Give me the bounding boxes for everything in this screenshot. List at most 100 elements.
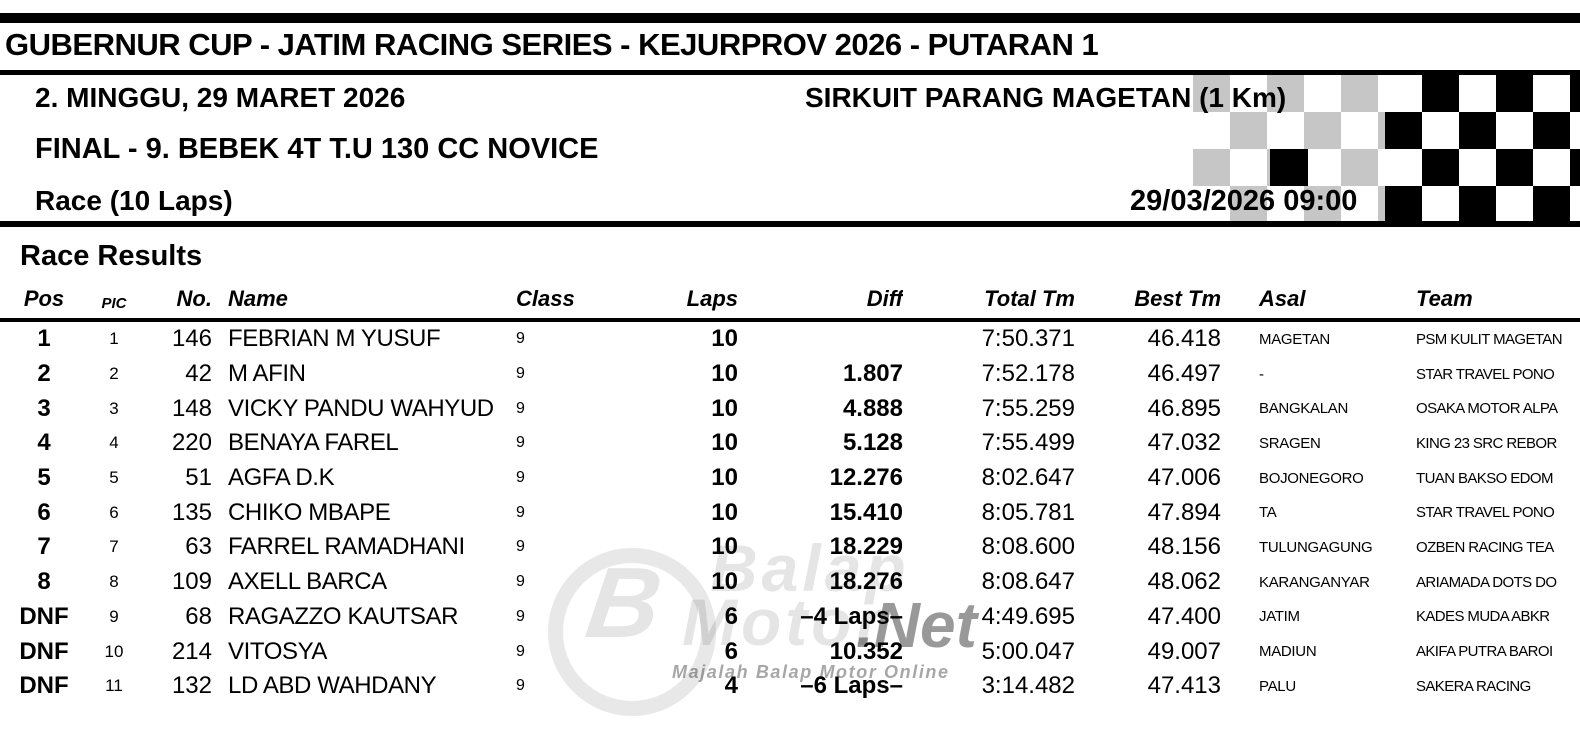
- circuit-name: SIRKUIT PARANG MAGETAN (1 Km): [805, 82, 1287, 113]
- cell-team: OSAKA MOTOR ALPA: [1416, 400, 1558, 418]
- cell-team: STAR TRAVEL PONO: [1416, 504, 1555, 522]
- cell-pic: 5: [109, 468, 119, 488]
- cell-name: RAGAZZO KAUTSAR: [228, 602, 459, 630]
- cell-laps: 6: [724, 602, 738, 630]
- cell-name: M AFIN: [228, 360, 306, 388]
- cell-team: KING 23 SRC REBOR: [1416, 434, 1557, 452]
- cell-pos: 2: [37, 360, 51, 388]
- col-header-class: Class: [508, 282, 628, 322]
- cell-name: VICKY PANDU WAHYUD: [228, 394, 494, 422]
- cell-team: SAKERA RACING: [1416, 677, 1531, 695]
- col-header-laps: Laps: [628, 282, 738, 322]
- cell-diff: 4.888: [842, 394, 903, 422]
- race-laps-line: Race (10 Laps): [35, 185, 233, 216]
- checkered-flag-black-icon: [1385, 75, 1580, 221]
- cell-class: 9: [516, 538, 525, 556]
- cell-best-tm: 46.418: [1147, 325, 1221, 353]
- cell-class: 9: [516, 365, 525, 383]
- cell-name: FEBRIAN M YUSUF: [228, 325, 441, 353]
- cell-total-tm: 7:50.371: [981, 325, 1075, 353]
- cell-class: 9: [516, 469, 525, 487]
- col-header-asal: Asal: [1221, 282, 1406, 322]
- race-category-line: FINAL - 9. BEBEK 4T T.U 130 CC NOVICE: [35, 133, 599, 165]
- cell-best-tm: 48.062: [1147, 568, 1221, 596]
- cell-pic: 9: [109, 606, 119, 626]
- col-header-no: No.: [140, 282, 212, 322]
- cell-asal: SRAGEN: [1259, 434, 1321, 452]
- cell-pic: 8: [109, 572, 119, 592]
- table-row: 8 8 109 AXELL BARCA 9 10 18.276 8:08.647…: [0, 565, 1580, 600]
- col-header-best-tm: Best Tm: [1075, 282, 1221, 322]
- cell-total-tm: 8:05.781: [981, 498, 1075, 526]
- cell-team: TUAN BAKSO EDOM: [1416, 469, 1553, 487]
- cell-diff: 18.229: [829, 533, 903, 561]
- cell-class: 9: [516, 434, 525, 452]
- table-row: 6 6 135 CHIKO MBAPE 9 10 15.410 8:05.781…: [0, 495, 1580, 530]
- cell-diff: 10.352: [829, 637, 903, 665]
- cell-pic: 7: [109, 537, 119, 557]
- results-header-row: Pos PIC No. Name Class Laps Diff Total T…: [0, 282, 1580, 322]
- cell-pos: DNF: [19, 637, 69, 665]
- cell-diff: [738, 320, 903, 357]
- cell-team: STAR TRAVEL PONO: [1416, 365, 1555, 383]
- cell-no: 135: [171, 498, 212, 526]
- table-row: 7 7 63 FARREL RAMADHANI 9 10 18.229 8:08…: [0, 530, 1580, 565]
- cell-class: 9: [516, 573, 525, 591]
- cell-diff: 12.276: [829, 464, 903, 492]
- cell-total-tm: 3:14.482: [981, 672, 1075, 700]
- cell-best-tm: 47.006: [1147, 464, 1221, 492]
- cell-laps: 10: [711, 464, 738, 492]
- cell-laps: 10: [711, 394, 738, 422]
- cell-best-tm: 47.894: [1147, 498, 1221, 526]
- cell-asal: TULUNGAGUNG: [1259, 538, 1373, 556]
- cell-no: 109: [171, 568, 212, 596]
- cell-best-tm: 47.032: [1147, 429, 1221, 457]
- results-table: Pos PIC No. Name Class Laps Diff Total T…: [0, 282, 1580, 704]
- cell-asal: MAGETAN: [1259, 330, 1330, 348]
- cell-total-tm: 8:08.600: [981, 533, 1075, 561]
- cell-best-tm: 47.413: [1147, 672, 1221, 700]
- table-row: DNF 10 214 VITOSYA 9 6 10.352 5:00.047 4…: [0, 634, 1580, 669]
- cell-class: 9: [516, 399, 525, 417]
- cell-pic: 6: [109, 502, 119, 522]
- cell-total-tm: 8:08.647: [981, 568, 1075, 596]
- cell-team: ARIAMADA DOTS DO: [1416, 573, 1557, 591]
- cell-asal: MADIUN: [1259, 643, 1317, 661]
- table-row: 3 3 148 VICKY PANDU WAHYUD 9 10 4.888 7:…: [0, 391, 1580, 426]
- cell-no: 214: [171, 637, 212, 665]
- cell-pos: DNF: [19, 672, 69, 700]
- cell-class: 9: [516, 503, 525, 521]
- cell-asal: JATIM: [1259, 608, 1300, 626]
- cell-no: 68: [185, 602, 212, 630]
- section-divider-line: [0, 221, 1580, 227]
- cell-name: LD ABD WAHDANY: [228, 672, 437, 700]
- cell-diff: –4 Laps–: [800, 602, 903, 630]
- cell-pos: 3: [37, 394, 51, 422]
- cell-pic: 4: [109, 433, 119, 453]
- cell-name: AGFA D.K: [228, 464, 335, 492]
- cell-diff: –6 Laps–: [800, 672, 903, 700]
- table-row: 5 5 51 AGFA D.K 9 10 12.276 8:02.647 47.…: [0, 461, 1580, 496]
- cell-class: 9: [516, 607, 525, 625]
- cell-best-tm: 46.497: [1147, 360, 1221, 388]
- cell-best-tm: 47.400: [1147, 602, 1221, 630]
- cell-total-tm: 8:02.647: [981, 464, 1075, 492]
- cell-laps: 10: [711, 429, 738, 457]
- cell-total-tm: 7:52.178: [981, 360, 1075, 388]
- cell-asal: BOJONEGORO: [1259, 469, 1364, 487]
- cell-asal: BANGKALAN: [1259, 400, 1348, 418]
- cell-total-tm: 4:49.695: [981, 602, 1075, 630]
- cell-team: AKIFA PUTRA BAROI: [1416, 643, 1553, 661]
- col-header-team: Team: [1406, 282, 1580, 322]
- cell-class: 9: [516, 330, 525, 348]
- cell-diff: 5.128: [842, 429, 903, 457]
- cell-no: 42: [185, 360, 212, 388]
- cell-pos: DNF: [19, 602, 69, 630]
- results-section-title: Race Results: [20, 240, 203, 272]
- cell-laps: 10: [711, 360, 738, 388]
- cell-class: 9: [516, 642, 525, 660]
- table-row: 1 1 146 FEBRIAN M YUSUF 9 10 7:50.371 46…: [0, 320, 1580, 357]
- race-datetime: 29/03/2026 09:00: [1130, 185, 1358, 217]
- cell-asal: TA: [1259, 504, 1277, 522]
- cell-total-tm: 5:00.047: [981, 637, 1075, 665]
